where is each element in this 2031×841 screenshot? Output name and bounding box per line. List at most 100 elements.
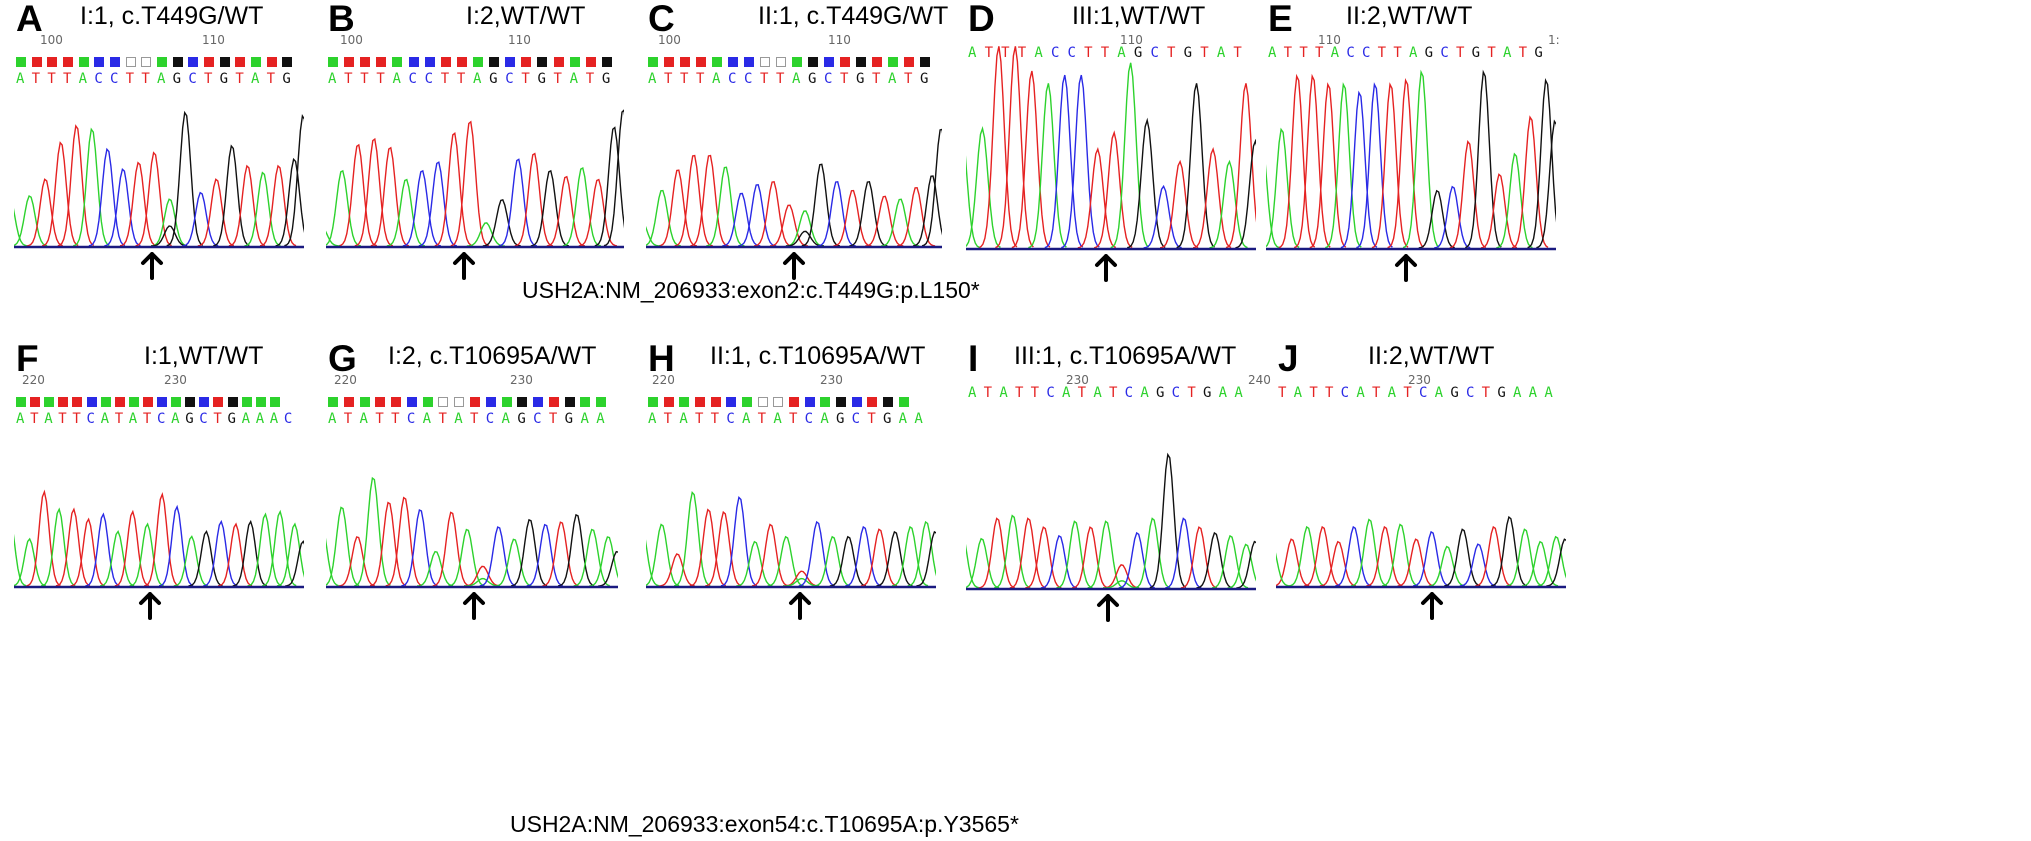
trace-peak bbox=[1276, 538, 1310, 587]
trace-edge-peak bbox=[966, 543, 979, 589]
caption-row-1: USH2A:NM_206933:exon2:c.T449G:p.L150* bbox=[522, 277, 980, 303]
quality-squares bbox=[646, 397, 936, 409]
panel-f: F I:1,WT/WT 220 230 A T A T T C A T A T C A G C T G A A A C bbox=[14, 340, 304, 690]
quality-square bbox=[328, 397, 338, 407]
trace-peak bbox=[228, 164, 266, 247]
trace-peak bbox=[1278, 73, 1316, 249]
base-call: T bbox=[375, 411, 384, 427]
base-call: A bbox=[1503, 45, 1512, 61]
quality-square bbox=[501, 397, 512, 407]
trace-edge-peak bbox=[646, 539, 659, 587]
base-call: A bbox=[454, 411, 463, 427]
quality-square bbox=[872, 57, 882, 67]
trace-peak bbox=[1293, 73, 1331, 249]
trace-peak bbox=[876, 530, 913, 587]
base-call: G bbox=[517, 411, 526, 427]
base-call: T bbox=[521, 71, 530, 87]
trace-peak bbox=[865, 195, 904, 247]
base-call: C bbox=[424, 71, 434, 87]
quality-square bbox=[188, 57, 199, 67]
quality-square bbox=[757, 397, 768, 407]
trace-peak bbox=[542, 521, 579, 587]
mutation-arrow-icon bbox=[1095, 254, 1117, 282]
trace-peak bbox=[1266, 127, 1300, 249]
base-position-number: 220 bbox=[652, 373, 675, 387]
trace-peak bbox=[849, 181, 888, 247]
trace-peak bbox=[978, 46, 1018, 249]
trace-peak bbox=[338, 536, 375, 587]
quality-square bbox=[596, 397, 607, 407]
base-call: C bbox=[533, 411, 542, 427]
base-call: T bbox=[438, 411, 447, 427]
trace-peak bbox=[1428, 545, 1465, 587]
trace-edge-peak bbox=[326, 537, 339, 587]
quality-square bbox=[836, 397, 846, 407]
trace-peak bbox=[557, 513, 595, 587]
quality-square bbox=[820, 397, 831, 407]
base-position-numbers: 220 230 bbox=[326, 374, 618, 388]
trace-peak bbox=[720, 495, 758, 587]
panel-letter: I bbox=[968, 338, 979, 379]
trace-peak bbox=[1176, 83, 1216, 249]
panel-letter: B bbox=[328, 0, 355, 39]
trace-peak bbox=[247, 512, 282, 587]
quality-square bbox=[712, 57, 722, 67]
base-call: G bbox=[1534, 45, 1543, 61]
base-call: T bbox=[204, 71, 213, 87]
panel-title: II:2,WT/WT bbox=[1368, 342, 1495, 370]
quality-square bbox=[213, 397, 224, 407]
panel-title: III:1,WT/WT bbox=[1072, 2, 1206, 30]
base-call: T bbox=[58, 411, 67, 427]
quality-square bbox=[792, 57, 802, 67]
trace-peak bbox=[578, 178, 617, 247]
trace-peak bbox=[432, 511, 469, 587]
quality-square bbox=[898, 397, 909, 407]
base-call: C bbox=[1171, 385, 1181, 401]
trace-peak bbox=[57, 124, 95, 247]
panel-title: I:2, c.T10695A/WT bbox=[388, 342, 597, 370]
base-call: C bbox=[1046, 385, 1055, 401]
quality-square bbox=[376, 57, 387, 67]
base-call: A bbox=[999, 385, 1008, 401]
trace-peak bbox=[1511, 115, 1549, 249]
trace-peak bbox=[14, 194, 48, 247]
base-call: T bbox=[1487, 45, 1496, 61]
trace-peak bbox=[966, 126, 1001, 249]
base-call: G bbox=[219, 71, 229, 87]
base-call: T bbox=[984, 45, 994, 61]
base-call: A bbox=[1140, 385, 1149, 401]
quality-squares bbox=[326, 397, 618, 409]
trace-peak bbox=[1077, 147, 1117, 249]
quality-square bbox=[679, 397, 690, 407]
base-call: T bbox=[360, 71, 369, 87]
trace-peak bbox=[530, 169, 569, 247]
base-call: G bbox=[883, 411, 892, 427]
base-call: A bbox=[1387, 385, 1397, 401]
trace-edge-peak bbox=[603, 109, 624, 247]
trace-peak bbox=[912, 175, 942, 247]
base-call: T bbox=[1100, 45, 1110, 61]
mutation-arrow-icon bbox=[139, 592, 161, 620]
base-call: A bbox=[569, 71, 579, 87]
trace-peak bbox=[1459, 543, 1496, 587]
quality-square bbox=[406, 397, 417, 407]
base-call: T bbox=[1278, 385, 1287, 401]
base-call: C bbox=[824, 71, 833, 87]
quality-square bbox=[266, 57, 277, 67]
base-call: T bbox=[1481, 385, 1491, 401]
base-call: A bbox=[1528, 385, 1538, 401]
trace-peak bbox=[354, 476, 391, 587]
base-call: G bbox=[1471, 45, 1481, 61]
trace-peak bbox=[498, 158, 537, 247]
base-call: T bbox=[1325, 385, 1334, 401]
base-call: A bbox=[128, 411, 138, 427]
trace-peak bbox=[1211, 534, 1249, 589]
trace-peak bbox=[546, 175, 585, 247]
trace-peak bbox=[589, 536, 618, 587]
base-call: G bbox=[808, 71, 817, 87]
trace-peak bbox=[129, 522, 164, 587]
trace-peak bbox=[1180, 526, 1218, 589]
